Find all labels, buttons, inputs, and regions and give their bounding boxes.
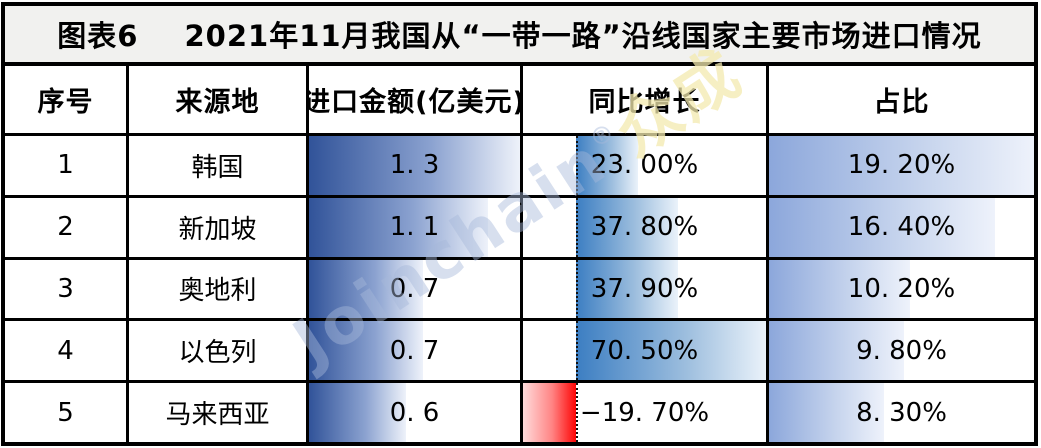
- cell-share: 8. 30%: [769, 383, 1034, 442]
- origin-label: 以色列: [178, 338, 257, 369]
- cell-origin: 以色列: [129, 321, 309, 381]
- cell-share: 16. 40%: [769, 197, 1034, 257]
- yoy-databar: [576, 321, 766, 381]
- zero-axis-line: [576, 197, 579, 257]
- origin-label: 奥地利: [178, 276, 257, 307]
- cell-amount: 1. 3: [309, 136, 523, 195]
- table-row: 5 马来西亚 0. 6 −19. 70% 8. 30%: [5, 383, 1034, 442]
- share-value: 8. 30%: [856, 397, 947, 428]
- row-no: 4: [57, 335, 74, 366]
- amount-value: 0. 6: [389, 397, 440, 428]
- figure-tag: 图表6: [57, 19, 139, 53]
- cell-amount: 0. 6: [309, 383, 523, 442]
- figure-title: 2021年11月我国从“一带一路”沿线国家主要市场进口情况: [184, 19, 982, 53]
- amount-databar: [309, 259, 423, 319]
- table-row: 3 奥地利 0. 7 37. 90% 10. 20%: [5, 259, 1034, 322]
- share-databar: [769, 259, 910, 319]
- amount-value: 1. 1: [389, 212, 440, 243]
- amount-databar: [309, 383, 407, 442]
- amount-databar: [309, 197, 488, 257]
- cell-amount: 1. 1: [309, 197, 523, 257]
- zero-axis-line: [576, 321, 579, 381]
- amount-value: 1. 3: [389, 150, 440, 181]
- header-amount-label: 进口金额(亿美元): [309, 87, 523, 118]
- table-row: 4 以色列 0. 7 70. 50% 9. 80%: [5, 321, 1034, 384]
- share-databar: [769, 321, 905, 381]
- cell-yoy: 70. 50%: [523, 321, 769, 381]
- cell-amount: 0. 7: [309, 259, 523, 319]
- cell-no: 4: [5, 321, 129, 381]
- cell-origin: 韩国: [129, 136, 309, 195]
- figure-title-band: 图表6 2021年11月我国从“一带一路”沿线国家主要市场进口情况: [5, 6, 1034, 66]
- cell-yoy: −19. 70%: [523, 383, 769, 442]
- cell-yoy: 23. 00%: [523, 136, 769, 195]
- cell-origin: 新加坡: [129, 197, 309, 257]
- cell-no: 1: [5, 136, 129, 195]
- cell-no: 5: [5, 383, 129, 442]
- share-value: 9. 80%: [856, 335, 947, 366]
- yoy-value: 70. 50%: [590, 335, 699, 366]
- share-value: 16. 40%: [847, 212, 956, 243]
- share-databar: [769, 136, 1034, 195]
- header-origin-label: 来源地: [175, 87, 260, 118]
- amount-databar: [309, 136, 520, 195]
- share-databar: [769, 383, 884, 442]
- table-row: 1 韩国 1. 3 23. 00% 19. 20%: [5, 136, 1034, 198]
- row-no: 2: [57, 212, 74, 243]
- header-origin: 来源地: [129, 66, 309, 133]
- yoy-value: 23. 00%: [590, 150, 699, 181]
- header-no: 序号: [5, 66, 129, 133]
- row-no: 3: [57, 273, 74, 304]
- cell-origin: 马来西亚: [129, 383, 309, 442]
- yoy-databar: [576, 197, 678, 257]
- header-no-label: 序号: [37, 87, 94, 118]
- origin-label: 马来西亚: [165, 400, 270, 431]
- cell-share: 19. 20%: [769, 136, 1034, 195]
- header-share-label: 占比: [873, 87, 930, 118]
- row-no: 5: [57, 397, 74, 428]
- zero-axis-line: [576, 259, 579, 319]
- header-share: 占比: [769, 66, 1034, 133]
- zero-axis-line: [576, 383, 579, 442]
- row-no: 1: [57, 150, 74, 181]
- amount-databar: [309, 321, 423, 381]
- cell-yoy: 37. 80%: [523, 197, 769, 257]
- share-databar: [769, 197, 996, 257]
- table-row: 2 新加坡 1. 1 37. 80% 16. 40%: [5, 197, 1034, 260]
- table-header-row: 序号 来源地 进口金额(亿美元) 同比增长 占比: [5, 66, 1034, 136]
- share-value: 19. 20%: [847, 150, 956, 181]
- cell-amount: 0. 7: [309, 321, 523, 381]
- amount-value: 0. 7: [389, 273, 440, 304]
- yoy-value: −19. 70%: [579, 397, 710, 428]
- cell-no: 2: [5, 197, 129, 257]
- origin-label: 韩国: [191, 152, 244, 183]
- header-amount: 进口金额(亿美元): [309, 66, 523, 133]
- cell-share: 9. 80%: [769, 321, 1034, 381]
- cell-yoy: 37. 90%: [523, 259, 769, 319]
- header-yoy: 同比增长: [523, 66, 769, 133]
- zero-axis-line: [576, 136, 579, 195]
- cell-origin: 奥地利: [129, 259, 309, 319]
- yoy-databar: [576, 136, 639, 195]
- yoy-databar: [523, 383, 577, 442]
- header-yoy-label: 同比增长: [588, 87, 701, 118]
- yoy-databar: [576, 259, 679, 319]
- cell-no: 3: [5, 259, 129, 319]
- yoy-value: 37. 90%: [590, 273, 699, 304]
- yoy-value: 37. 80%: [590, 212, 699, 243]
- amount-value: 0. 7: [389, 335, 440, 366]
- cell-share: 10. 20%: [769, 259, 1034, 319]
- origin-label: 新加坡: [178, 214, 257, 245]
- share-value: 10. 20%: [847, 273, 956, 304]
